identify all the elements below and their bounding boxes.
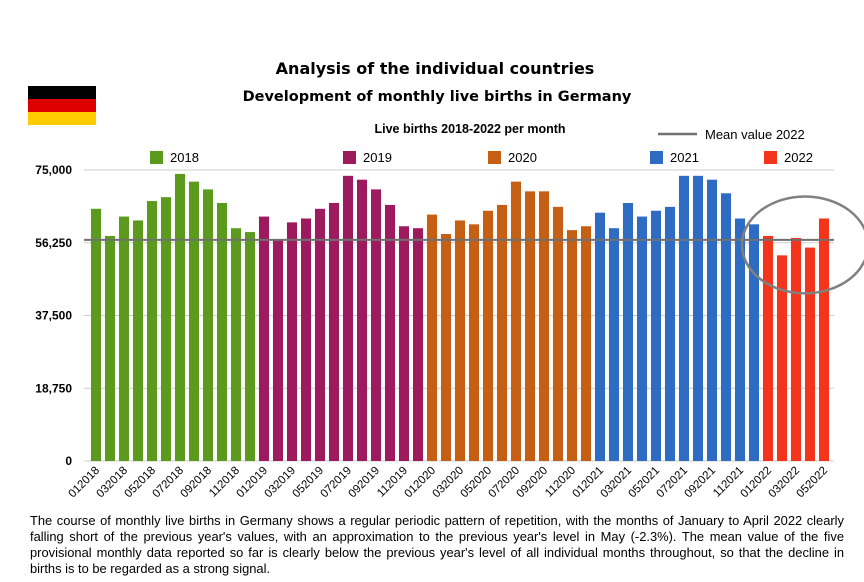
legend-swatch-2022 bbox=[764, 151, 777, 164]
y-tick-label: 75,000 bbox=[35, 163, 72, 177]
bar-032019 bbox=[286, 222, 298, 461]
bar-012021 bbox=[594, 212, 606, 461]
bar-122020 bbox=[580, 226, 592, 461]
page-title: Analysis of the individual countries bbox=[276, 59, 595, 78]
bar-122018 bbox=[244, 232, 256, 461]
bar-062018 bbox=[160, 197, 172, 461]
y-tick-label: 18,750 bbox=[35, 381, 72, 395]
bar-082019 bbox=[356, 179, 368, 461]
bar-082020 bbox=[524, 191, 536, 461]
legend-label-2021: 2021 bbox=[670, 150, 699, 165]
x-tick-label: 092018 bbox=[179, 465, 215, 501]
page-subtitle: Development of monthly live births in Ge… bbox=[243, 89, 632, 105]
bar-102020 bbox=[552, 206, 564, 461]
bar-102021 bbox=[720, 193, 732, 461]
bar-012018 bbox=[90, 208, 102, 461]
caption-text: The course of monthly live births in Ger… bbox=[30, 513, 844, 576]
bar-112021 bbox=[734, 218, 746, 461]
x-tick-label: 052022 bbox=[795, 465, 831, 501]
bar-012022 bbox=[762, 235, 774, 461]
flag-stripe-black bbox=[28, 86, 96, 99]
bar-022022 bbox=[776, 255, 788, 461]
bar-022021 bbox=[608, 228, 620, 461]
highlight-annotation bbox=[740, 195, 864, 295]
x-tick-label: 092019 bbox=[347, 465, 383, 501]
bar-052021 bbox=[650, 210, 662, 461]
flag-stripe-red bbox=[28, 99, 96, 112]
bar-042020 bbox=[468, 224, 480, 461]
bar-072020 bbox=[510, 181, 522, 461]
bar-052018 bbox=[146, 201, 158, 462]
bar-102019 bbox=[384, 204, 396, 462]
bar-022019 bbox=[272, 239, 284, 461]
y-tick-label: 56,250 bbox=[35, 236, 72, 250]
bar-062019 bbox=[328, 202, 340, 462]
series-legend: 2018 2019 2020 2021 2022 bbox=[150, 150, 813, 165]
legend-swatch-2021 bbox=[650, 151, 663, 164]
bar-042018 bbox=[132, 220, 144, 461]
legend-swatch-2018 bbox=[150, 151, 163, 164]
bar-052020 bbox=[482, 210, 494, 461]
y-tick-label: 37,500 bbox=[35, 309, 72, 323]
bar-072018 bbox=[174, 173, 186, 461]
germany-flag bbox=[28, 86, 96, 125]
y-tick-label: 0 bbox=[65, 454, 72, 468]
bar-052019 bbox=[314, 208, 326, 461]
y-axis-ticks: 0 18,750 37,500 56,250 75,000 bbox=[35, 163, 72, 468]
legend-swatch-2019 bbox=[343, 151, 356, 164]
bar-102018 bbox=[216, 202, 228, 462]
bar-072019 bbox=[342, 175, 354, 461]
bar-092021 bbox=[706, 179, 718, 461]
legend-label-2020: 2020 bbox=[508, 150, 537, 165]
bar-042019 bbox=[300, 218, 312, 461]
bar-112019 bbox=[398, 226, 410, 461]
bar-092018 bbox=[202, 189, 214, 461]
bar-062021 bbox=[664, 206, 676, 461]
bar-012019 bbox=[258, 216, 270, 461]
bar-042022 bbox=[804, 247, 816, 461]
legend-label-2022: 2022 bbox=[784, 150, 813, 165]
x-axis-ticks: 0120180320180520180720180920181120180120… bbox=[67, 465, 831, 501]
bars bbox=[90, 173, 830, 462]
bar-042021 bbox=[636, 216, 648, 461]
legend-label-2018: 2018 bbox=[170, 150, 199, 165]
mean-legend-label: Mean value 2022 bbox=[705, 127, 805, 142]
bar-112020 bbox=[566, 230, 578, 461]
bar-032018 bbox=[118, 216, 130, 461]
x-tick-label: 092020 bbox=[515, 465, 551, 501]
bar-092019 bbox=[370, 189, 382, 461]
bar-032020 bbox=[454, 220, 466, 461]
highlight-ellipse bbox=[740, 195, 864, 295]
legend-swatch-2020 bbox=[488, 151, 501, 164]
x-tick-label: 092021 bbox=[683, 465, 719, 501]
bar-082021 bbox=[692, 175, 704, 461]
bar-092020 bbox=[538, 191, 550, 461]
live-births-chart: Analysis of the individual countries Dev… bbox=[28, 59, 864, 501]
bar-082018 bbox=[188, 181, 200, 461]
bar-062020 bbox=[496, 204, 508, 462]
legend-label-2019: 2019 bbox=[363, 150, 392, 165]
bar-012020 bbox=[426, 214, 438, 461]
bar-032021 bbox=[622, 202, 634, 462]
bar-052022 bbox=[818, 218, 830, 461]
bar-072021 bbox=[678, 175, 690, 461]
mean-legend: Mean value 2022 bbox=[658, 127, 805, 142]
chart-title: Live births 2018-2022 per month bbox=[374, 122, 565, 136]
flag-stripe-gold bbox=[28, 112, 96, 125]
bar-112018 bbox=[230, 228, 242, 461]
bar-022018 bbox=[104, 235, 116, 461]
bar-022020 bbox=[440, 234, 452, 461]
bar-032022 bbox=[790, 237, 802, 461]
bar-122021 bbox=[748, 224, 760, 461]
bar-122019 bbox=[412, 228, 424, 461]
